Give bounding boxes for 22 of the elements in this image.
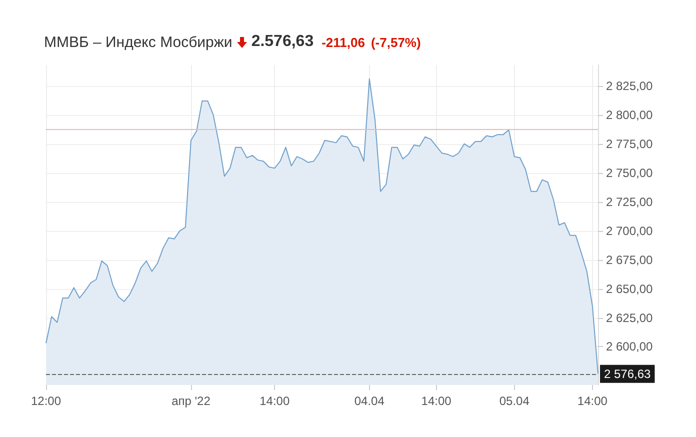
- x-tick-label: 14:00: [260, 394, 290, 408]
- y-tick-label: 2 700,00: [606, 224, 654, 238]
- x-tick-label: апр '22: [172, 394, 211, 408]
- y-tick-label: 2 625,00: [606, 310, 654, 325]
- y-tick-label: 2 650,00: [606, 282, 654, 296]
- text: (-7,57%): [370, 34, 421, 50]
- x-tick-label: 12:00: [30, 394, 62, 408]
- x-tick-label: 14:00: [421, 394, 452, 408]
- x-tick-label: 14:00: [577, 394, 608, 408]
- text: 2.576,63: [251, 33, 314, 51]
- y-tick-label: 2 675,00: [606, 252, 654, 267]
- y-tick-label: 2 825,00: [606, 78, 654, 93]
- y-tick-label: 2 775,00: [606, 136, 654, 151]
- x-tick-label: 04.04: [354, 394, 385, 408]
- x-tick-label: 05.04: [499, 394, 530, 408]
- text: -211,06: [322, 34, 365, 50]
- y-tick-label: 2 600,00: [606, 340, 654, 354]
- y-tick-label: 2 750,00: [606, 166, 654, 180]
- y-tick-label: 2 725,00: [606, 194, 654, 209]
- y-tick-label: 2 800,00: [606, 108, 654, 122]
- ref-line-label: 2 576,63: [604, 366, 652, 381]
- chart-title: ММВБ – Индекс Мосбиржи: [44, 34, 232, 50]
